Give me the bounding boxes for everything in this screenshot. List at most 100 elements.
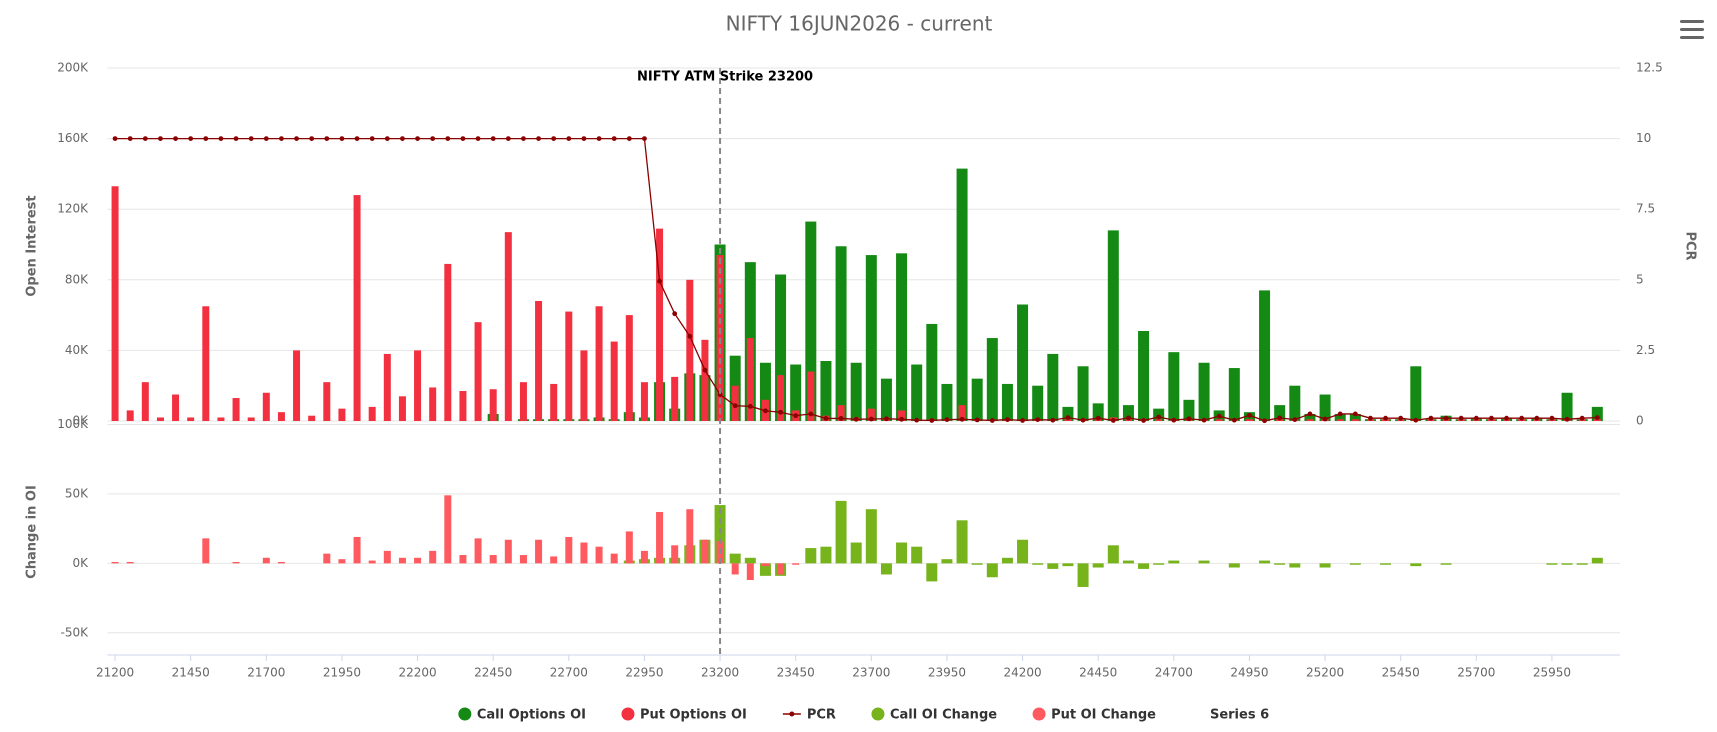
pcr-point [309, 136, 315, 142]
bar [835, 500, 847, 564]
menu-button[interactable] [1680, 20, 1704, 39]
bar [1047, 563, 1059, 569]
bar [1155, 419, 1163, 421]
bar [323, 553, 331, 564]
pcr-point [415, 136, 420, 142]
pcr-point [884, 416, 889, 422]
bar [1561, 563, 1573, 565]
menu-bar [1680, 20, 1704, 23]
y-tick-label: 0K [72, 414, 89, 428]
bar [338, 559, 346, 564]
bar [610, 341, 618, 421]
pcr-point [1458, 415, 1464, 421]
pcr-point [521, 136, 526, 142]
bar [805, 221, 817, 421]
bar [1591, 406, 1603, 421]
pcr-point [324, 136, 330, 142]
legend-item[interactable]: Series 6 [1210, 708, 1269, 723]
bar [986, 338, 998, 421]
bar [1107, 545, 1119, 564]
bar [172, 394, 180, 421]
x-tick-label: 22450 [474, 666, 512, 680]
pcr-point [581, 136, 587, 142]
bar [1138, 563, 1150, 569]
pcr-point [188, 136, 194, 142]
bar [126, 561, 134, 564]
bar [911, 364, 923, 421]
pcr-point [460, 136, 466, 142]
bar [1306, 419, 1314, 421]
bar [383, 550, 391, 564]
bar [865, 509, 877, 564]
bar [746, 338, 754, 421]
y-tick-label: 160K [57, 131, 89, 145]
bar [368, 560, 376, 564]
pcr-point [1443, 415, 1449, 421]
pcr-point [430, 136, 436, 142]
pcr-point [263, 136, 269, 142]
bar [777, 375, 785, 421]
legend-item[interactable]: Put Options OI [621, 707, 747, 723]
pcr-point [929, 418, 935, 423]
bar [1289, 385, 1301, 421]
bar [1168, 352, 1180, 421]
bar [865, 255, 877, 421]
legend-symbol [458, 707, 472, 721]
x-tick-label: 24200 [1003, 666, 1041, 680]
pcr-point [1383, 415, 1388, 421]
bar [1593, 419, 1601, 421]
legend-symbol [871, 707, 885, 721]
legend-label: Put Options OI [640, 708, 747, 723]
pcr-point [702, 367, 708, 373]
bar [759, 362, 771, 421]
pcr-point [1035, 417, 1041, 422]
pcr-point [732, 403, 738, 409]
pcr-point [1141, 418, 1146, 423]
pcr-point [1322, 416, 1328, 422]
pcr-point [1277, 415, 1283, 421]
bar [1351, 419, 1359, 421]
pcr-point [1398, 415, 1404, 421]
bar [958, 405, 966, 421]
legend-item[interactable]: Call OI Change [871, 707, 997, 723]
bar [262, 557, 270, 564]
bar [504, 539, 512, 564]
pcr-point [778, 409, 783, 415]
bar [202, 538, 210, 564]
bar [1032, 563, 1044, 565]
legend-item[interactable]: Call Options OI [458, 707, 586, 723]
bar [850, 542, 862, 564]
legend-item[interactable]: PCR [782, 708, 836, 723]
pcr-point [1095, 415, 1101, 421]
bar [867, 408, 875, 421]
bar [1349, 413, 1361, 421]
bar [1319, 394, 1331, 421]
bar [731, 563, 739, 575]
bar [429, 387, 437, 421]
bar [971, 378, 983, 421]
legend-symbol [1032, 707, 1046, 721]
bar [1062, 406, 1074, 421]
bar [820, 546, 832, 564]
bar [792, 563, 800, 565]
bar [1168, 560, 1180, 564]
pcr-point [1065, 415, 1071, 421]
bar [414, 350, 422, 421]
y2-tick-label: 2.5 [1636, 343, 1655, 357]
bar [805, 548, 817, 564]
legend-symbol [621, 707, 635, 721]
pcr-point [142, 136, 148, 142]
pcr-point [763, 408, 768, 414]
x-tick-label: 23950 [928, 666, 966, 680]
bar [744, 557, 756, 564]
bar [1274, 563, 1286, 565]
pcr-point [672, 311, 678, 317]
legend-item[interactable]: Put OI Change [1032, 707, 1157, 723]
pcr-point [1413, 417, 1419, 423]
bar [1380, 563, 1392, 565]
bar [926, 563, 938, 582]
bar [807, 371, 815, 421]
bar [1077, 563, 1089, 587]
legend-label: PCR [807, 708, 836, 723]
